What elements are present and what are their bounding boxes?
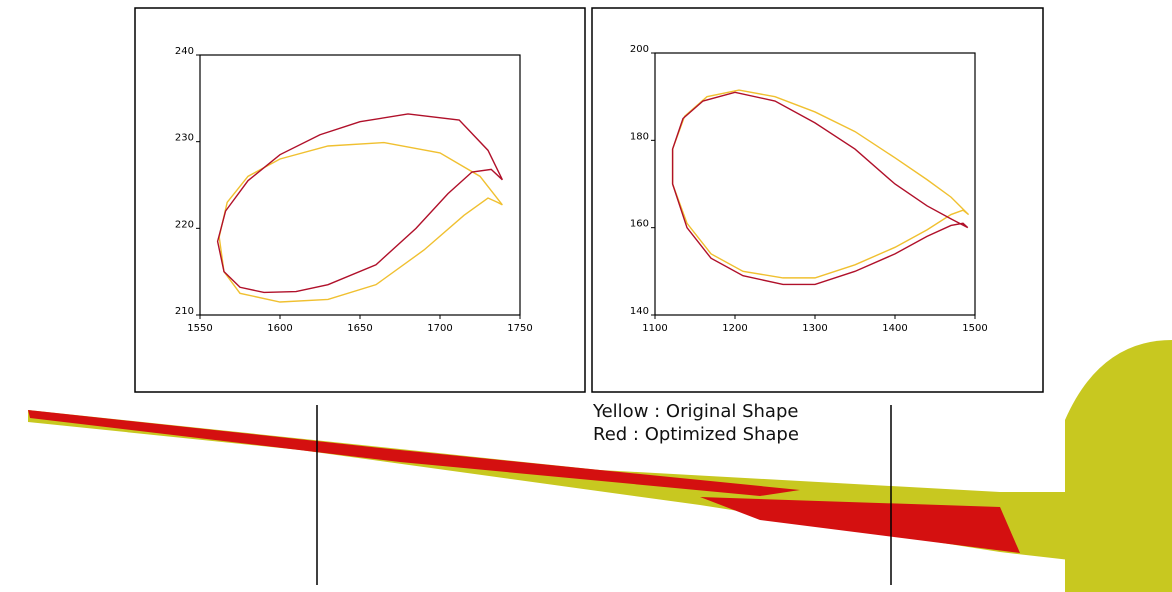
x-tick-label: 1550 [187,323,212,334]
y-tick-label: 240 [175,46,194,57]
x-tick-label: 1200 [722,323,747,334]
x-tick-label: 1100 [642,323,667,334]
y-tick-label: 140 [630,306,649,317]
y-tick-label: 180 [630,131,649,142]
y-tick-label: 160 [630,219,649,230]
x-tick-label: 1500 [962,323,987,334]
x-tick-label: 1400 [882,323,907,334]
x-tick-label: 1650 [347,323,372,334]
y-tick-label: 200 [630,44,649,55]
x-tick-label: 1300 [802,323,827,334]
blade-red-tip [28,410,800,496]
figure: Yellow : Original Shape Red : Optimized … [0,0,1172,592]
y-tick-label: 220 [175,219,194,230]
y-tick-label: 210 [175,306,194,317]
legend-note: Yellow : Original Shape [592,401,798,422]
x-tick-label: 1700 [427,323,452,334]
x-tick-label: 1750 [507,323,532,334]
x-tick-label: 1600 [267,323,292,334]
hub [1065,340,1172,592]
y-tick-label: 230 [175,133,194,144]
legend-note: Red : Optimized Shape [593,424,799,445]
chart-frame [135,8,585,392]
